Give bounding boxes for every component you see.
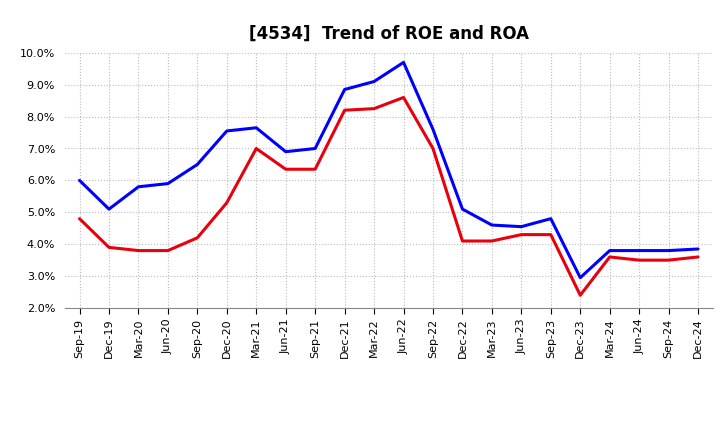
ROA — [134, 184, 143, 189]
ROE — [370, 106, 379, 111]
ROE — [134, 248, 143, 253]
ROE — [694, 254, 703, 260]
ROA — [694, 246, 703, 252]
ROE — [311, 167, 320, 172]
ROE — [282, 167, 290, 172]
ROE — [576, 293, 585, 298]
ROA — [606, 248, 614, 253]
Line: ROE: ROE — [79, 98, 698, 295]
ROA — [104, 206, 113, 212]
ROE — [252, 146, 261, 151]
Line: ROA: ROA — [79, 62, 698, 278]
ROE — [428, 146, 437, 151]
ROA — [517, 224, 526, 229]
ROA — [75, 178, 84, 183]
ROE — [399, 95, 408, 100]
ROE — [546, 232, 555, 237]
ROA — [341, 87, 349, 92]
ROA — [635, 248, 644, 253]
ROE — [193, 235, 202, 240]
ROA — [428, 127, 437, 132]
ROA — [665, 248, 673, 253]
ROE — [487, 238, 496, 244]
ROE — [665, 257, 673, 263]
ROA — [222, 128, 231, 134]
ROE — [104, 245, 113, 250]
ROE — [341, 107, 349, 113]
ROA — [458, 206, 467, 212]
ROA — [370, 79, 379, 84]
ROA — [163, 181, 172, 186]
ROA — [576, 275, 585, 280]
ROE — [75, 216, 84, 221]
ROA — [311, 146, 320, 151]
ROE — [517, 232, 526, 237]
ROE — [606, 254, 614, 260]
ROA — [487, 223, 496, 228]
ROA — [193, 162, 202, 167]
ROA — [546, 216, 555, 221]
ROA — [282, 149, 290, 154]
ROA — [399, 60, 408, 65]
ROE — [222, 200, 231, 205]
ROE — [635, 257, 644, 263]
ROA — [252, 125, 261, 130]
ROE — [458, 238, 467, 244]
ROE — [163, 248, 172, 253]
Title: [4534]  Trend of ROE and ROA: [4534] Trend of ROE and ROA — [249, 25, 528, 43]
